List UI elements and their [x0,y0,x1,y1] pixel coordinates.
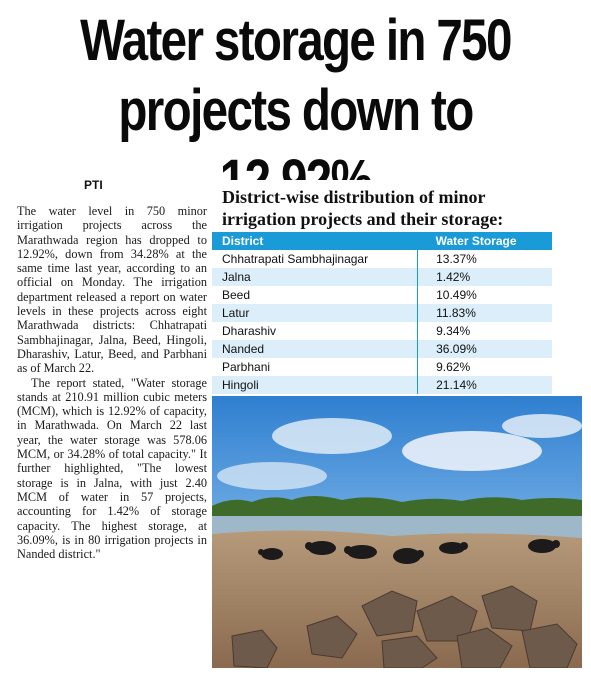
storage-cell: 1.42% [417,268,552,286]
storage-cell: 36.09% [417,340,552,358]
district-cell: Nanded [212,340,419,358]
district-cell: Beed [212,286,419,304]
table-title-line-2: irrigation projects and their storage: [222,209,504,229]
table-row: Nanded 36.09% [212,340,552,358]
district-cell: Latur [212,304,419,322]
reservoir-photo-image [212,396,582,668]
table-row: Dharashiv 9.34% [212,322,552,340]
headline: Water storage in 750 projects down to 12… [53,6,538,216]
storage-cell: 13.37% [417,250,552,268]
district-cell: Parbhani [212,358,419,376]
storage-cell: 21.14% [417,376,552,394]
district-cell: Chhatrapati Sambhajinagar [212,250,419,268]
table-header-row: District Water Storage [212,232,552,250]
table-row: Parbhani 9.62% [212,358,552,376]
table-row: Hingoli 21.14% [212,376,552,394]
district-cell: Dharashiv [212,322,419,340]
district-cell: Jalna [212,268,419,286]
district-cell: Hingoli [212,376,419,394]
table-title-line-1: District-wise distribution of minor [222,187,486,207]
column-header-water-storage: Water Storage [417,232,552,250]
article-body: The water level in 750 minor irrigation … [17,204,207,561]
table-row: Latur 11.83% [212,304,552,322]
table-row: Jalna 1.42% [212,268,552,286]
storage-cell: 9.34% [417,322,552,340]
column-header-district: District [212,232,418,250]
article-paragraph-1: The water level in 750 minor irrigation … [17,204,207,376]
storage-cell: 9.62% [417,358,552,376]
table-title: District-wise distribution of minor irri… [212,186,552,230]
article-paragraph-2: The report stated, "Water storage stands… [17,375,207,562]
storage-cell: 10.49% [417,286,552,304]
storage-table-panel: District-wise distribution of minor irri… [212,180,552,394]
table-row: Chhatrapati Sambhajinagar 13.37% [212,250,552,268]
byline: PTI [84,178,103,192]
storage-cell: 11.83% [417,304,552,322]
reservoir-photo [212,396,582,668]
headline-line-1: Water storage in 750 [80,8,512,73]
table-row: Beed 10.49% [212,286,552,304]
storage-table: District Water Storage Chhatrapati Sambh… [212,232,552,394]
